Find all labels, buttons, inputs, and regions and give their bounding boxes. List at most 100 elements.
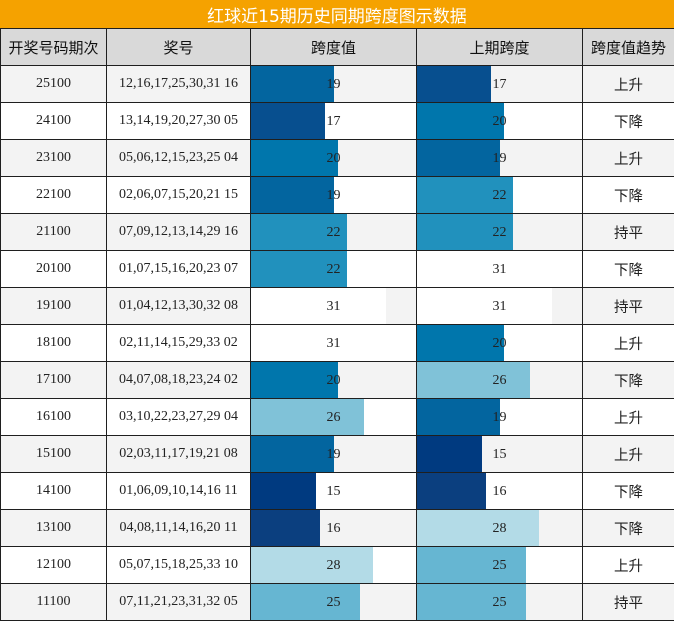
trend-cell: 持平	[582, 213, 674, 251]
prev-span-bar-label: 20	[492, 113, 507, 129]
prev-span-bar	[417, 177, 513, 213]
numbers-cell: 01,06,09,10,14,16 11	[106, 472, 251, 510]
span-bar-label: 19	[326, 446, 341, 462]
table-row: 22100 02,06,07,15,20,21 15 19 22 下降	[0, 176, 674, 214]
period-cell: 25100	[0, 65, 107, 103]
prev-span-bar-label: 25	[492, 557, 507, 573]
period-cell: 15100	[0, 435, 107, 473]
prev-span-bar-label: 28	[492, 520, 507, 536]
prev-span-bar	[417, 473, 487, 509]
span-bar	[251, 288, 386, 324]
span-bar	[251, 66, 334, 102]
span-bar	[251, 584, 360, 620]
trend-cell: 上升	[582, 324, 674, 362]
prev-span-bar-label: 26	[492, 372, 507, 388]
period-cell: 23100	[0, 139, 107, 177]
prev-span-bar-cell: 17	[416, 65, 583, 103]
prev-span-bar-label: 19	[492, 150, 507, 166]
prev-span-bar	[417, 103, 504, 139]
span-bar-label: 22	[326, 261, 341, 277]
span-bar	[251, 251, 347, 287]
prev-span-bar-label: 17	[492, 76, 507, 92]
span-bar	[251, 547, 373, 583]
span-bar-label: 20	[326, 150, 341, 166]
prev-span-bar-cell: 20	[416, 102, 583, 140]
prev-span-bar	[417, 547, 526, 583]
table-row: 21100 07,09,12,13,14,29 16 22 22 持平	[0, 213, 674, 251]
span-bar-label: 22	[326, 224, 341, 240]
numbers-cell: 03,10,22,23,27,29 04	[106, 398, 251, 436]
prev-span-bar	[417, 251, 552, 287]
prev-span-bar	[417, 140, 500, 176]
prev-span-bar-cell: 22	[416, 176, 583, 214]
span-bar-label: 19	[326, 187, 341, 203]
prev-span-bar-cell: 19	[416, 139, 583, 177]
trend-cell: 下降	[582, 509, 674, 547]
period-cell: 20100	[0, 250, 107, 288]
prev-span-bar-label: 16	[492, 483, 507, 499]
span-bar-cell: 17	[250, 102, 417, 140]
table-row: 19100 01,04,12,13,30,32 08 31 31 持平	[0, 287, 674, 325]
period-cell: 16100	[0, 398, 107, 436]
header-period: 开奖号码期次	[0, 28, 107, 66]
span-bar-cell: 26	[250, 398, 417, 436]
trend-cell: 持平	[582, 583, 674, 621]
span-bar-cell: 19	[250, 435, 417, 473]
span-bar-cell: 31	[250, 324, 417, 362]
prev-span-bar-label: 15	[492, 446, 507, 462]
table-row: 12100 05,07,15,18,25,33 10 28 25 上升	[0, 546, 674, 584]
numbers-cell: 01,04,12,13,30,32 08	[106, 287, 251, 325]
table-row: 11100 07,11,21,23,31,32 05 25 25 持平	[0, 583, 674, 621]
span-bar-label: 17	[326, 113, 341, 129]
table-row: 15100 02,03,11,17,19,21 08 19 15 上升	[0, 435, 674, 473]
span-bar-cell: 19	[250, 176, 417, 214]
span-bar-cell: 20	[250, 361, 417, 399]
prev-span-bar	[417, 288, 552, 324]
table-row: 14100 01,06,09,10,14,16 11 15 16 下降	[0, 472, 674, 510]
prev-span-bar-cell: 16	[416, 472, 583, 510]
numbers-cell: 02,06,07,15,20,21 15	[106, 176, 251, 214]
prev-span-bar-cell: 15	[416, 435, 583, 473]
table-row: 18100 02,11,14,15,29,33 02 31 20 上升	[0, 324, 674, 362]
span-bar-cell: 22	[250, 213, 417, 251]
prev-span-bar-label: 22	[492, 187, 507, 203]
prev-span-bar-cell: 28	[416, 509, 583, 547]
prev-span-bar-cell: 22	[416, 213, 583, 251]
table-row: 24100 13,14,19,20,27,30 05 17 20 下降	[0, 102, 674, 140]
numbers-cell: 04,08,11,14,16,20 11	[106, 509, 251, 547]
trend-cell: 下降	[582, 176, 674, 214]
table-row: 23100 05,06,12,15,23,25 04 20 19 上升	[0, 139, 674, 177]
period-cell: 17100	[0, 361, 107, 399]
trend-cell: 上升	[582, 398, 674, 436]
span-bar	[251, 510, 321, 546]
header-span: 跨度值	[250, 28, 417, 66]
span-bar-label: 16	[326, 520, 341, 536]
span-bar-cell: 25	[250, 583, 417, 621]
span-bar-cell: 31	[250, 287, 417, 325]
prev-span-bar-cell: 31	[416, 250, 583, 288]
span-bar	[251, 103, 325, 139]
prev-span-bar-label: 22	[492, 224, 507, 240]
header-prev-span: 上期跨度	[416, 28, 583, 66]
span-bar-cell: 19	[250, 65, 417, 103]
trend-cell: 下降	[582, 361, 674, 399]
prev-span-bar-label: 31	[492, 298, 507, 314]
numbers-cell: 07,11,21,23,31,32 05	[106, 583, 251, 621]
span-bar-label: 31	[326, 335, 341, 351]
period-cell: 24100	[0, 102, 107, 140]
prev-span-bar	[417, 436, 483, 472]
span-data-table: 开奖号码期次 奖号 跨度值 上期跨度 跨度值趋势 25100 12,16,17,2…	[0, 28, 674, 621]
numbers-cell: 01,07,15,16,20,23 07	[106, 250, 251, 288]
span-bar-cell: 16	[250, 509, 417, 547]
prev-span-bar	[417, 214, 513, 250]
span-bar	[251, 140, 338, 176]
span-bar-label: 28	[326, 557, 341, 573]
numbers-cell: 04,07,08,18,23,24 02	[106, 361, 251, 399]
span-bar-cell: 20	[250, 139, 417, 177]
table-row: 13100 04,08,11,14,16,20 11 16 28 下降	[0, 509, 674, 547]
prev-span-bar-label: 19	[492, 409, 507, 425]
numbers-cell: 05,06,12,15,23,25 04	[106, 139, 251, 177]
numbers-cell: 07,09,12,13,14,29 16	[106, 213, 251, 251]
prev-span-bar-cell: 25	[416, 546, 583, 584]
table-header-row: 开奖号码期次 奖号 跨度值 上期跨度 跨度值趋势	[0, 28, 674, 66]
